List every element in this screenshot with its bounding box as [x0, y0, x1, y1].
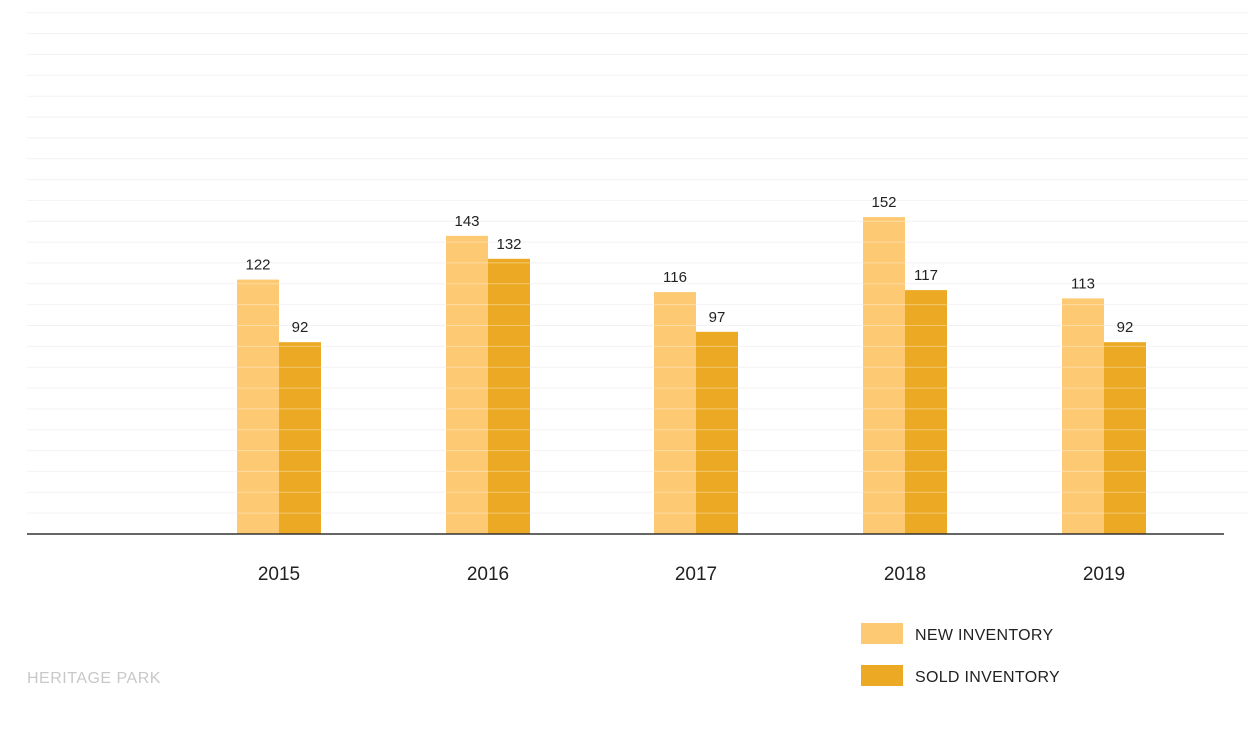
- value-label-sold-inventory-2018: 117: [914, 267, 938, 284]
- value-label-new-inventory-2018: 152: [871, 194, 896, 211]
- bar-sold-inventory-2015: [279, 342, 321, 534]
- value-labels: 122 92 143 132 116 97 152 117 113 92: [245, 194, 1133, 336]
- bar-sold-inventory-2018: [905, 290, 947, 534]
- category-label-2015: 2015: [258, 564, 300, 585]
- bar-sold-inventory-2016: [488, 258, 530, 534]
- legend-item-sold-inventory: SOLD INVENTORY: [861, 664, 1121, 686]
- category-label-2017: 2017: [675, 564, 717, 585]
- gridlines: [27, 12, 1248, 514]
- legend-label-new-inventory: NEW INVENTORY: [915, 626, 1054, 644]
- bar-new-inventory-2016: [446, 235, 488, 535]
- bar-new-inventory-2015: [237, 279, 279, 534]
- category-label-2018: 2018: [884, 564, 926, 585]
- legend-swatch-sold-inventory: [861, 664, 903, 686]
- bar-sold-inventory-2019: [1104, 342, 1146, 534]
- value-label-sold-inventory-2015: 92: [292, 319, 309, 336]
- value-label-new-inventory-2015: 122: [245, 257, 270, 274]
- legend: NEW INVENTORY SOLD INVENTORY: [861, 622, 1121, 706]
- legend-label-sold-inventory: SOLD INVENTORY: [915, 668, 1060, 686]
- bar-sold-inventory-2017: [696, 331, 738, 534]
- value-label-sold-inventory-2019: 92: [1117, 319, 1134, 336]
- value-label-sold-inventory-2016: 132: [496, 236, 521, 253]
- bar-new-inventory-2017: [654, 292, 696, 534]
- footer-label: HERITAGE PARK: [27, 670, 161, 687]
- value-label-new-inventory-2019: 113: [1071, 275, 1095, 292]
- value-label-sold-inventory-2017: 97: [709, 309, 726, 326]
- value-label-new-inventory-2016: 143: [454, 213, 479, 230]
- bar-new-inventory-2019: [1062, 298, 1104, 534]
- value-label-new-inventory-2017: 116: [663, 269, 687, 286]
- legend-item-new-inventory: NEW INVENTORY: [861, 622, 1121, 644]
- category-label-2016: 2016: [467, 564, 509, 585]
- bars: [237, 217, 1146, 535]
- category-label-2019: 2019: [1083, 564, 1125, 585]
- legend-swatch-new-inventory: [861, 622, 903, 644]
- category-labels: 2015 2016 2017 2018 2019: [258, 564, 1125, 585]
- bar-new-inventory-2018: [863, 217, 905, 534]
